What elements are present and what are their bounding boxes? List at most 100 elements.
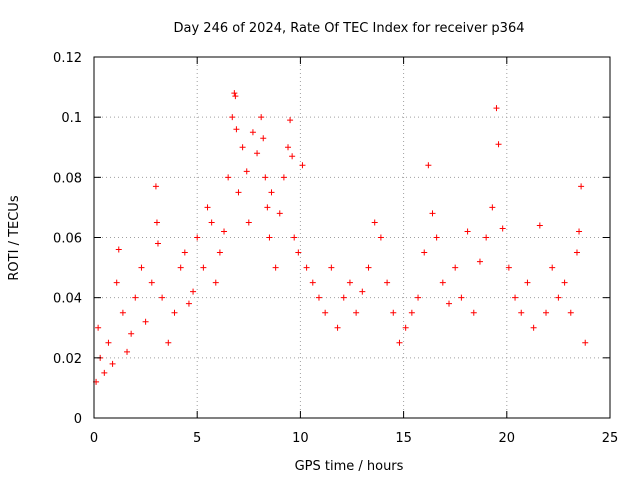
data-point: [429, 210, 436, 217]
data-point: [493, 105, 500, 112]
data-point: [499, 225, 506, 232]
data-point: [221, 228, 228, 235]
data-point: [154, 240, 161, 247]
data-point: [287, 117, 294, 124]
data-point: [309, 279, 316, 286]
data-point: [365, 264, 372, 271]
data-point: [181, 249, 188, 256]
data-point: [524, 279, 531, 286]
y-tick-label: 0.1: [61, 111, 82, 126]
data-point: [232, 93, 239, 100]
data-point: [452, 264, 459, 271]
data-point: [194, 234, 201, 241]
data-point: [208, 219, 215, 226]
data-point: [204, 204, 211, 211]
data-point: [177, 264, 184, 271]
y-tick-label: 0.12: [53, 51, 82, 66]
data-point: [165, 339, 172, 346]
data-point: [291, 234, 298, 241]
data-point: [249, 129, 256, 136]
data-point: [233, 126, 240, 133]
data-point: [536, 222, 543, 229]
data-point: [567, 309, 574, 316]
data-point: [152, 183, 159, 190]
data-point: [299, 162, 306, 169]
data-point: [530, 324, 537, 331]
data-point: [578, 183, 585, 190]
data-point: [200, 264, 207, 271]
x-tick-label: 5: [193, 431, 201, 446]
data-point: [402, 324, 409, 331]
data-point: [346, 279, 353, 286]
data-point: [115, 246, 122, 253]
y-tick-label: 0.08: [53, 171, 82, 186]
data-point: [458, 294, 465, 301]
x-tick-label: 25: [602, 431, 619, 446]
data-point: [421, 249, 428, 256]
data-point: [272, 264, 279, 271]
data-point: [483, 234, 490, 241]
data-point: [109, 360, 116, 367]
data-point: [561, 279, 568, 286]
y-tick-label: 0.02: [53, 352, 82, 367]
data-point: [396, 339, 403, 346]
data-point: [518, 309, 525, 316]
x-tick-label: 15: [395, 431, 412, 446]
data-point: [239, 144, 246, 151]
data-point: [285, 144, 292, 151]
data-point: [425, 162, 432, 169]
y-axis-label: ROTI / TECUs: [7, 195, 22, 280]
data-point: [573, 249, 580, 256]
data-point: [470, 309, 477, 316]
data-point: [132, 294, 139, 301]
data-point: [489, 204, 496, 211]
data-point: [322, 309, 329, 316]
data-point: [280, 174, 287, 181]
data-points: [93, 90, 589, 385]
data-point: [415, 294, 422, 301]
y-tick-label: 0: [74, 412, 82, 427]
data-point: [289, 153, 296, 160]
data-point: [229, 114, 236, 121]
data-point: [212, 279, 219, 286]
data-point: [315, 294, 322, 301]
data-point: [171, 309, 178, 316]
data-point: [138, 264, 145, 271]
data-point: [159, 294, 166, 301]
data-point: [582, 339, 589, 346]
data-point: [371, 219, 378, 226]
data-point: [105, 339, 112, 346]
data-point: [128, 330, 135, 337]
data-point: [243, 168, 250, 175]
data-point: [495, 141, 502, 148]
data-point: [464, 228, 471, 235]
data-point: [268, 189, 275, 196]
data-point: [476, 258, 483, 265]
data-point: [124, 348, 131, 355]
data-point: [258, 114, 265, 121]
data-point: [512, 294, 519, 301]
data-point: [153, 219, 160, 226]
grid-lines: [94, 57, 610, 418]
data-point: [148, 279, 155, 286]
chart-title: Day 246 of 2024, Rate Of TEC Index for r…: [174, 21, 525, 36]
y-tick-label: 0.04: [53, 292, 82, 307]
data-point: [101, 369, 108, 376]
data-point: [254, 150, 261, 157]
data-point: [235, 189, 242, 196]
data-point: [340, 294, 347, 301]
data-point: [439, 279, 446, 286]
data-point: [576, 228, 583, 235]
data-point: [142, 318, 149, 325]
y-tick-label: 0.06: [53, 232, 82, 247]
data-point: [543, 309, 550, 316]
data-point: [262, 174, 269, 181]
data-point: [384, 279, 391, 286]
axis-ticks: 0 0.02 0.04 0.06 0.08 0.1 0.12 0 5 10 15 20 25: [53, 51, 618, 446]
data-point: [260, 135, 267, 142]
data-point: [408, 309, 415, 316]
data-point: [334, 324, 341, 331]
data-point: [359, 288, 366, 295]
data-point: [353, 309, 360, 316]
